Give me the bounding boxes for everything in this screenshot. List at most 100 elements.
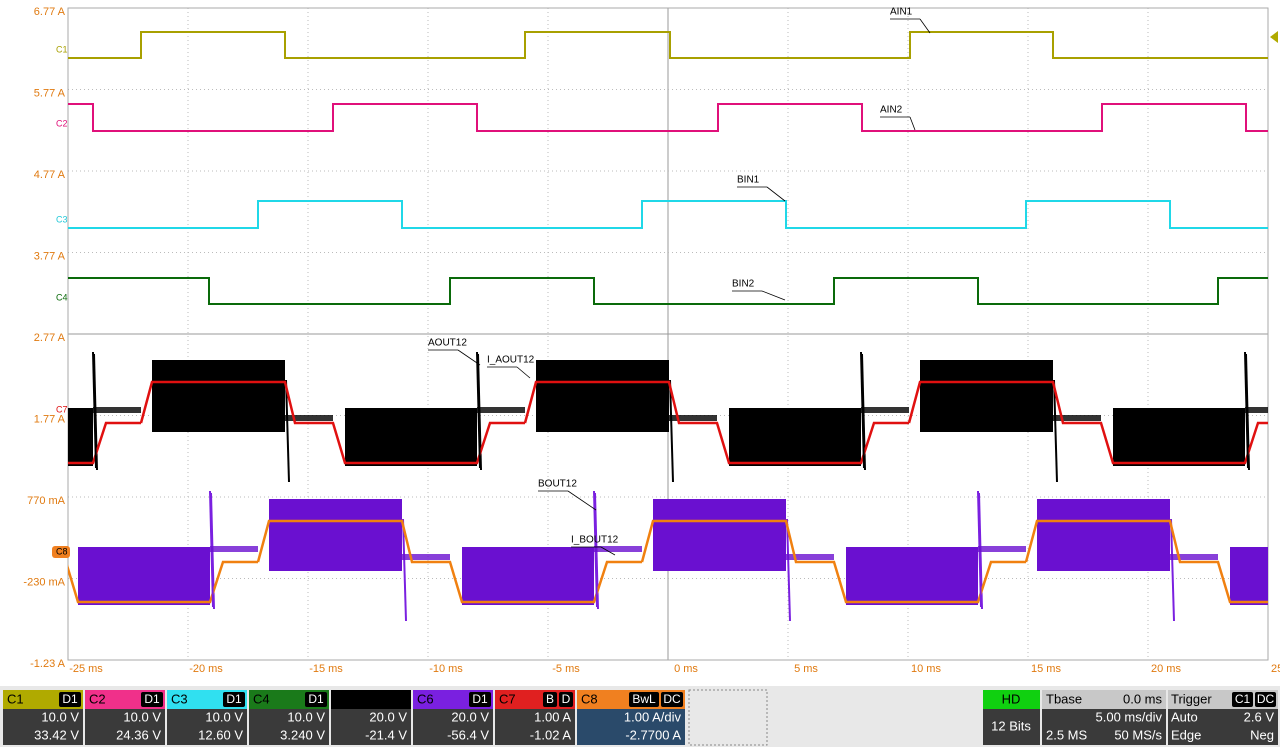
channel-header — [331, 690, 411, 709]
trigger-badge — [1232, 692, 1253, 707]
y-axis-label: -1.23 A — [30, 658, 66, 670]
empty-slot — [688, 689, 768, 746]
channel-badge — [629, 692, 659, 707]
channel-name: C7 — [499, 691, 516, 706]
channel-badge-text: D1 — [226, 692, 242, 706]
trace-label: AOUT12 — [428, 338, 467, 349]
y-axis-label: 2.77 A — [34, 332, 66, 344]
tbase-header — [1042, 690, 1166, 709]
switching-spike — [402, 518, 407, 622]
channel-badge — [559, 692, 573, 707]
channel-badge — [543, 692, 557, 707]
channel-offset: 24.36 V — [116, 727, 161, 742]
y-axis-label: 4.77 A — [34, 169, 66, 181]
hd-label: HD — [1002, 691, 1021, 706]
channel-name: C2 — [89, 691, 106, 706]
channel-badge-text: BwL — [632, 692, 656, 706]
channel-scale: 10.0 V — [205, 709, 243, 724]
channel-scale: 10.0 V — [287, 709, 325, 724]
current-trace — [139, 380, 525, 465]
channel-scale: 1.00 A/div — [624, 709, 682, 724]
tbase-label: Tbase — [1046, 691, 1082, 706]
x-axis-label: 20 ms — [1151, 663, 1181, 675]
channel-badge — [305, 692, 327, 707]
label-leader — [457, 349, 481, 366]
channel-values — [413, 709, 493, 745]
channel-scale: 10.0 V — [123, 709, 161, 724]
x-axis-label: -5 ms — [552, 663, 580, 675]
channel-badge-text: DC — [663, 692, 681, 706]
trace-label: I_AOUT12 — [487, 355, 535, 366]
switching-band — [345, 408, 477, 466]
label-leader — [567, 490, 597, 511]
channel-badge-text: D1 — [308, 692, 324, 706]
channel-scale: 1.00 A — [534, 709, 571, 724]
y-axis-label: -230 mA — [23, 576, 65, 588]
trigger-badge-text: C1 — [1235, 692, 1251, 706]
switching-spike — [285, 379, 290, 483]
channel-badge-text: B — [546, 692, 554, 706]
switching-band — [68, 408, 93, 466]
switching-band — [152, 360, 285, 432]
channel-name: C1 — [7, 691, 24, 706]
waveforms — [68, 351, 1268, 622]
switching-spike — [786, 518, 791, 622]
channel-offset: 12.60 V — [198, 727, 243, 742]
y-axis-label: 1.77 A — [34, 413, 66, 425]
channel-scale: 20.0 V — [369, 709, 407, 724]
trace-label: AIN2 — [880, 105, 903, 116]
trigger-level: 2.6 V — [1244, 709, 1275, 724]
x-axis-label: 0 ms — [674, 663, 698, 675]
channel-name: C6 — [417, 691, 434, 706]
channel-name: C8 — [581, 691, 598, 706]
channel-badge — [661, 692, 683, 707]
channel-badge-text: D — [562, 692, 571, 706]
channel-badge — [141, 692, 163, 707]
trace-label: I_BOUT12 — [571, 535, 619, 546]
channel-values — [3, 709, 83, 745]
trigger-slope: Neg — [1250, 727, 1274, 742]
tbase-body — [1042, 709, 1166, 745]
channel-name: C3 — [171, 691, 188, 706]
tbase-samples: 2.5 MS — [1046, 727, 1088, 742]
channel-badge — [223, 692, 245, 707]
channel-marker: C4 — [56, 292, 68, 302]
current-trace — [640, 519, 1026, 604]
channel-marker: C2 — [56, 118, 68, 128]
channel-offset: -1.02 A — [530, 727, 572, 742]
trace-label: AIN1 — [890, 7, 913, 18]
trigger-mode: Auto — [1171, 709, 1198, 724]
channel-marker: C1 — [56, 44, 68, 54]
hd-header — [983, 690, 1040, 709]
channel-badge-text: D1 — [472, 692, 488, 706]
channel-marker: C3 — [56, 214, 68, 224]
channel-values — [85, 709, 165, 745]
channel-badge — [469, 692, 491, 707]
switching-band — [729, 408, 861, 466]
tbase-scale: 5.00 ms/div — [1096, 709, 1163, 724]
channel-offset: -56.4 V — [447, 727, 489, 742]
x-axis-label: -10 ms — [429, 663, 463, 675]
label-leader — [600, 546, 616, 556]
channel-name: C4 — [253, 691, 270, 706]
switching-band — [846, 547, 978, 605]
plot-frame — [67, 7, 1269, 661]
channel-values — [577, 709, 685, 745]
x-axis-label: -15 ms — [309, 663, 343, 675]
y-axis-label: 770 mA — [27, 495, 66, 507]
switching-spike — [1170, 518, 1175, 622]
channel-marker: C8 — [56, 546, 68, 556]
y-axis-label: 3.77 A — [34, 250, 66, 262]
tbase-value: 0.0 ms — [1123, 691, 1163, 706]
label-leader — [766, 186, 786, 202]
label-leader — [919, 18, 931, 34]
switching-band — [462, 547, 594, 605]
channel-badge-text: D1 — [62, 692, 78, 706]
trigger-badge-text: DC — [1257, 692, 1275, 706]
current-trace — [68, 560, 258, 604]
channel-scale: 20.0 V — [451, 709, 489, 724]
switching-band — [1230, 547, 1268, 605]
channel-badge-text: D1 — [144, 692, 160, 706]
current-trace — [256, 519, 642, 604]
